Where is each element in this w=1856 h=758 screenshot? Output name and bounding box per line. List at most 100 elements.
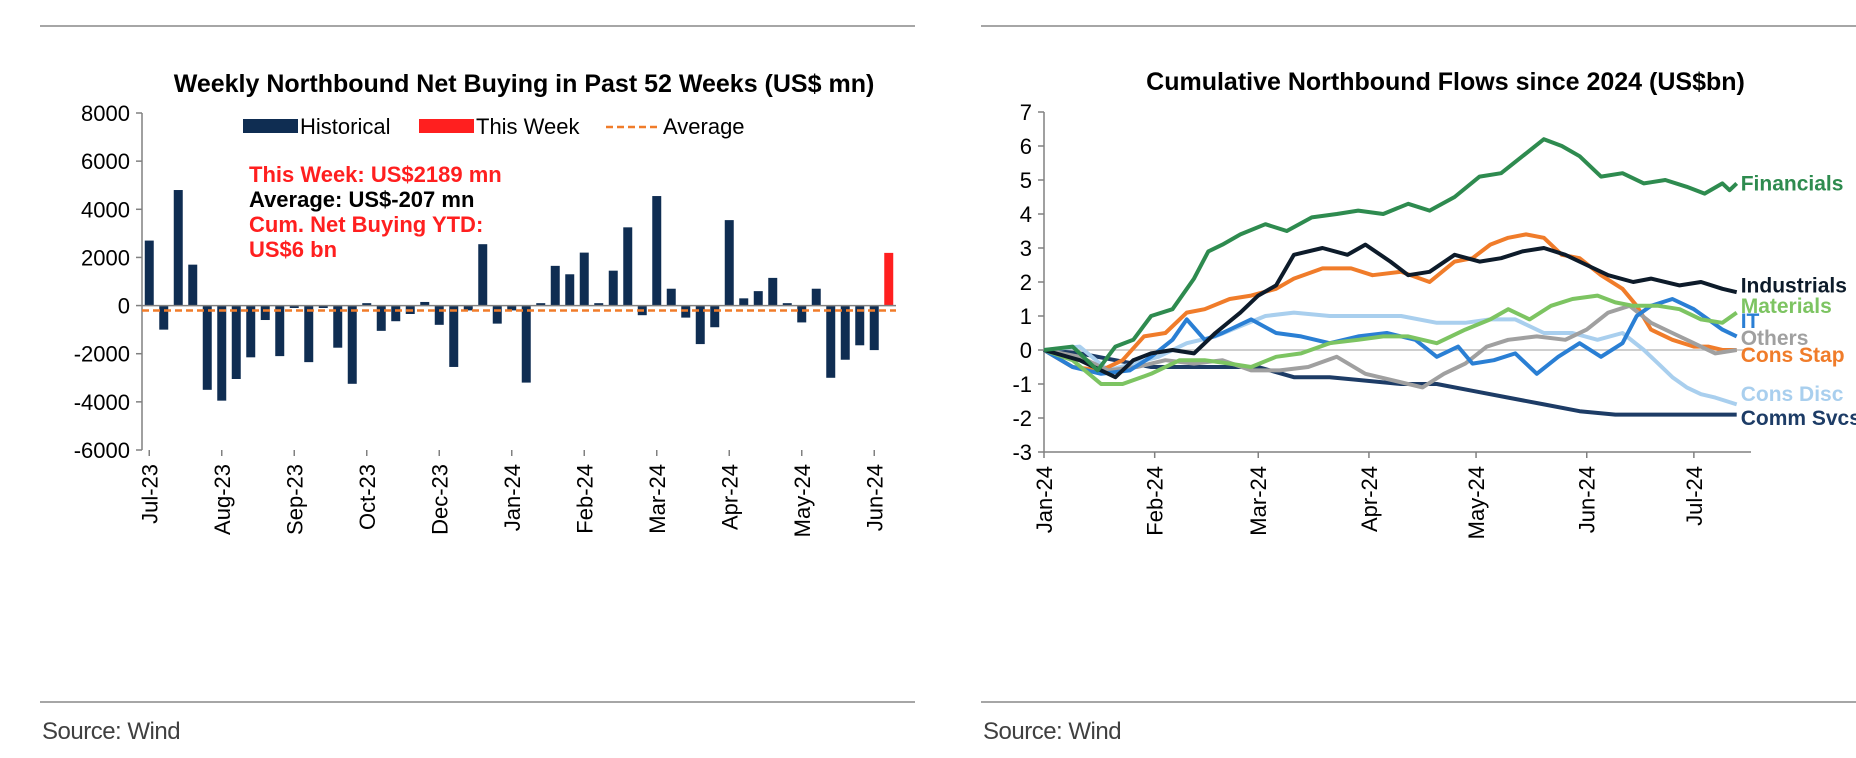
y-tick-label: 2000: [81, 245, 130, 270]
x-tick-label: Apr-24: [717, 464, 742, 530]
series-label-financials: Financials: [1741, 172, 1844, 195]
bar-historical: [420, 301, 430, 306]
y-tick-label: 4: [1020, 202, 1032, 227]
bar-historical: [463, 305, 473, 311]
bar-historical: [666, 288, 676, 306]
y-tick-label: -2000: [74, 342, 130, 367]
chart-title: Cumulative Northbound Flows since 2024 (…: [1146, 68, 1745, 96]
x-tick-label: Feb-24: [1143, 466, 1168, 536]
bar-historical: [188, 264, 198, 306]
x-tick-label: Apr-24: [1357, 466, 1382, 532]
right-chart-panel: Cumulative Northbound Flows since 2024 (…: [981, 0, 1856, 758]
annotation-line: Average: US$-207 mn: [249, 187, 474, 212]
bar-historical: [797, 305, 807, 323]
x-tick-label: Jan-24: [500, 464, 525, 531]
x-tick-label: Jun-24: [1575, 466, 1600, 533]
bottom-rule: [40, 701, 915, 703]
bar-historical: [362, 303, 372, 306]
bar-historical: [231, 305, 241, 379]
bar-historical: [594, 303, 604, 306]
series-label-materials: Materials: [1741, 295, 1832, 318]
bar-historical: [333, 305, 343, 348]
y-tick-label: 6: [1020, 134, 1032, 159]
bar-historical: [173, 190, 183, 306]
x-tick-label: Oct-23: [355, 464, 380, 530]
annotation-line: US$6 bn: [249, 237, 337, 262]
bar-historical: [652, 196, 662, 306]
bar-historical: [144, 240, 154, 306]
bar-historical: [695, 305, 705, 345]
bar-historical: [246, 305, 256, 358]
bar-historical: [202, 305, 212, 390]
x-tick-label: Jul-24: [1682, 466, 1707, 526]
legend-swatch-historical: [243, 119, 298, 133]
y-tick-label: -1: [1012, 372, 1032, 397]
series-label-others: Others: [1741, 327, 1809, 350]
legend-label-historical: Historical: [300, 114, 390, 139]
bar-historical: [289, 305, 299, 308]
bar-historical: [521, 305, 531, 383]
series-line-it: [1042, 297, 1738, 376]
legend-label-average: Average: [663, 114, 745, 139]
bar-historical: [347, 305, 357, 384]
series-line-financials: [1043, 137, 1739, 373]
y-tick-label: 1: [1020, 304, 1032, 329]
bar-historical: [492, 305, 502, 324]
bar-historical: [507, 305, 517, 311]
bar-historical: [768, 277, 778, 306]
bar-chart: Weekly Northbound Net Buying in Past 52 …: [74, 70, 896, 537]
bar-historical: [434, 305, 444, 325]
x-tick-label: May-24: [1464, 466, 1489, 539]
y-tick-label: -2: [1012, 406, 1032, 431]
x-tick-label: Jul-23: [137, 464, 162, 524]
bar-historical: [608, 270, 618, 306]
x-tick-label: Sep-23: [282, 464, 307, 535]
bar-historical: [159, 305, 169, 330]
y-tick-label: 3: [1020, 236, 1032, 261]
source-label: Source: Wind: [42, 718, 181, 745]
y-tick-label: -4000: [74, 390, 130, 415]
y-tick-label: 8000: [81, 101, 130, 126]
bar-historical: [710, 305, 720, 328]
series-label-cons-stap: Cons Stap: [1741, 344, 1845, 367]
legend-label-this-week: This Week: [476, 114, 581, 139]
line-chart: Cumulative Northbound Flows since 2024 (…: [1012, 68, 1856, 539]
bar-historical: [478, 244, 488, 306]
x-tick-label: May-24: [790, 464, 815, 537]
legend-swatch-this-week: [419, 119, 474, 133]
y-tick-label: 7: [1020, 100, 1032, 125]
y-tick-label: 0: [1020, 338, 1032, 363]
series-label-comm-svcs: Comm Svcs: [1741, 407, 1856, 430]
annotation-line: Cum. Net Buying YTD:: [249, 212, 483, 237]
bar-historical: [855, 305, 865, 346]
annotation-line: This Week: US$2189 mn: [249, 162, 502, 187]
x-tick-label: Feb-24: [572, 464, 597, 534]
bar-historical: [565, 274, 575, 306]
x-tick-label: Aug-23: [210, 464, 235, 535]
x-tick-label: Jun-24: [862, 464, 887, 531]
x-tick-label: Jan-24: [1032, 466, 1057, 533]
chart-title: Weekly Northbound Net Buying in Past 52 …: [174, 70, 875, 98]
series-line-materials: [1043, 293, 1738, 386]
bar-historical: [260, 305, 270, 321]
bar-historical: [217, 305, 227, 401]
bar-historical: [304, 305, 314, 363]
left-chart-panel: Weekly Northbound Net Buying in Past 52 …: [40, 0, 915, 758]
bar-historical: [623, 227, 633, 306]
bar-historical: [550, 265, 560, 306]
bar-historical: [753, 291, 763, 306]
series-line-industrials: [1043, 242, 1738, 380]
bar-historical: [579, 252, 589, 306]
y-tick-label: 6000: [81, 149, 130, 174]
y-tick-label: 4000: [81, 197, 130, 222]
series-label-cons-disc: Cons Disc: [1741, 383, 1844, 406]
bar-historical: [840, 305, 850, 360]
bar-historical: [449, 305, 459, 367]
bar-historical: [739, 298, 749, 306]
bar-historical: [318, 305, 328, 308]
bar-this-week: [884, 252, 894, 306]
bar-historical: [391, 305, 401, 322]
y-tick-label: 2: [1020, 270, 1032, 295]
series-label-it: IT: [1741, 310, 1760, 333]
bar-historical: [724, 220, 734, 306]
